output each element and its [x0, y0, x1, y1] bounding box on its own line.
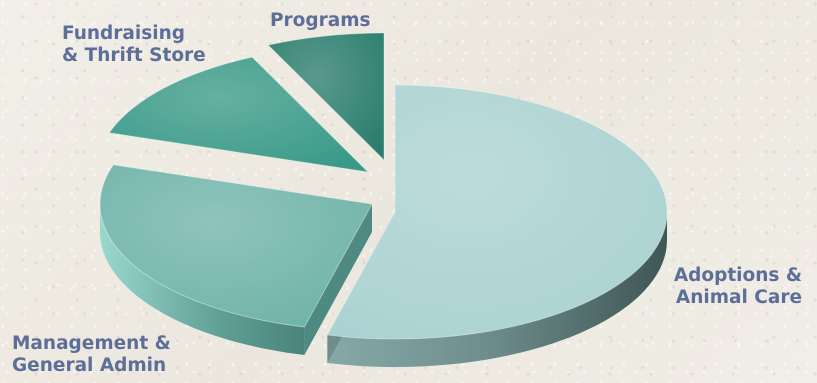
- label-line-adoptions-and-animal-care-1: Adoptions &: [674, 265, 802, 286]
- pie-slice-sheen-fundraising-and-thrift-store: [109, 57, 369, 172]
- label-fundraising-and-thrift-store: Fundraising & Thrift Store: [62, 23, 206, 66]
- pie-slice-sheen-management-and-general-admin: [100, 164, 372, 327]
- label-programs: Programs: [270, 10, 371, 31]
- label-line-fundraising-and-thrift-store-1: Fundraising: [62, 23, 185, 44]
- label-line-fundraising-and-thrift-store-2: & Thrift Store: [62, 45, 206, 66]
- label-adoptions-and-animal-care: Adoptions & Animal Care: [674, 265, 802, 308]
- label-line-management-and-general-admin-1: Management &: [12, 333, 171, 354]
- pie-wall-management-and-general-admin: [304, 204, 372, 355]
- pie-slice-sheen-programs: [268, 33, 384, 160]
- pie-side-adoptions-and-animal-care: [327, 212, 667, 367]
- pie-tops: [99, 32, 668, 340]
- label-line-adoptions-and-animal-care-2: Animal Care: [676, 287, 802, 308]
- label-line-programs-1: Programs: [270, 10, 371, 31]
- label-management-and-general-admin: Management & General Admin: [12, 333, 171, 376]
- label-line-management-and-general-admin-2: General Admin: [12, 355, 166, 376]
- pie-labels: Adoptions & Animal Care Management & Genera…: [12, 10, 802, 376]
- pie-side-management-and-general-admin: [100, 204, 305, 355]
- pie-slice-sheen-adoptions-and-animal-care: [327, 84, 668, 339]
